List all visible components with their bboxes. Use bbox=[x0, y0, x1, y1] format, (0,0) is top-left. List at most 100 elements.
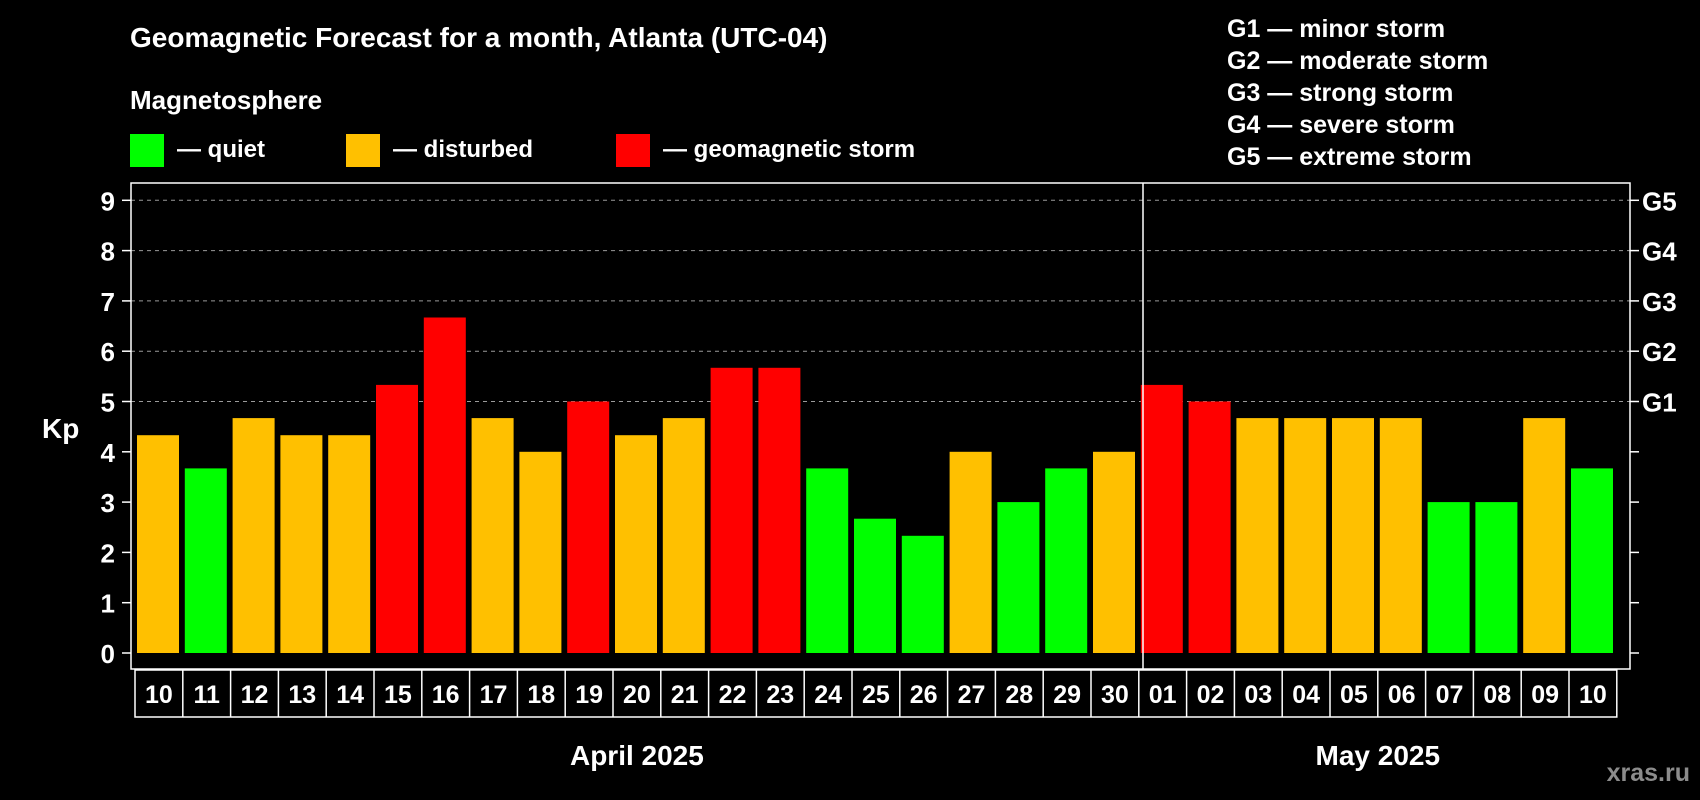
legend-heading: Magnetosphere bbox=[130, 85, 322, 115]
right-axis-label: G5 bbox=[1642, 186, 1677, 216]
y-axis-label: Kp bbox=[42, 413, 79, 444]
date-label: 28 bbox=[1005, 681, 1033, 709]
bar bbox=[328, 435, 371, 653]
y-tick-label: 4 bbox=[101, 438, 116, 468]
bar bbox=[997, 502, 1040, 653]
date-label: 18 bbox=[527, 681, 555, 709]
bar bbox=[1332, 418, 1374, 653]
bar bbox=[567, 401, 610, 653]
date-label: 08 bbox=[1483, 681, 1511, 709]
y-tick-label: 8 bbox=[101, 237, 115, 267]
bar bbox=[710, 367, 753, 653]
y-tick-label: 9 bbox=[101, 186, 115, 216]
legend-swatch-disturbed bbox=[346, 134, 380, 167]
date-label: 09 bbox=[1531, 681, 1559, 709]
month-label: April 2025 bbox=[570, 740, 704, 771]
watermark: xras.ru bbox=[1607, 759, 1690, 787]
date-label: 26 bbox=[910, 681, 938, 709]
bar bbox=[376, 384, 418, 653]
date-label: 05 bbox=[1340, 681, 1368, 709]
right-axis-ticks: G1 G2 G3 G4 G5 bbox=[1630, 186, 1677, 654]
plot-frame bbox=[130, 182, 1631, 670]
right-axis-label: G3 bbox=[1642, 287, 1677, 317]
y-tick-label: 2 bbox=[101, 538, 115, 568]
y-axis-ticks: 0 1 2 3 4 5 6 7 8 9 bbox=[101, 186, 131, 669]
bar bbox=[519, 451, 562, 653]
date-label: 11 bbox=[193, 681, 220, 709]
y-tick-label: 6 bbox=[101, 337, 115, 367]
date-label: 02 bbox=[1197, 681, 1225, 709]
bar bbox=[1188, 401, 1231, 653]
y-tick-label: 3 bbox=[101, 488, 115, 518]
storm-scale-g2: G2 — moderate storm bbox=[1227, 47, 1488, 75]
date-label: 03 bbox=[1244, 681, 1272, 709]
bar bbox=[615, 435, 657, 653]
date-label: 10 bbox=[1579, 681, 1607, 709]
bar bbox=[280, 435, 323, 653]
date-label: 24 bbox=[814, 681, 842, 709]
bar bbox=[662, 418, 705, 653]
date-label: 06 bbox=[1388, 681, 1416, 709]
date-row: 10 11 12 13 14 15 16 17 18 19 20 21 22 23 24 25 26 27 28 29… bbox=[134, 669, 1618, 718]
bar bbox=[184, 468, 227, 653]
date-label: 22 bbox=[719, 681, 747, 709]
bar bbox=[1140, 384, 1183, 653]
legend-label-storm: — geomagnetic storm bbox=[663, 136, 915, 163]
date-label: 19 bbox=[575, 681, 603, 709]
storm-scale-g3: G3 — strong storm bbox=[1227, 79, 1453, 107]
date-label: 14 bbox=[336, 681, 364, 709]
y-tick-label: 1 bbox=[101, 589, 115, 619]
bar bbox=[949, 451, 992, 653]
bar bbox=[1236, 418, 1279, 653]
y-tick-label: 5 bbox=[101, 388, 115, 418]
date-label: 29 bbox=[1053, 681, 1081, 709]
date-label: 30 bbox=[1101, 681, 1129, 709]
date-label: 25 bbox=[862, 681, 890, 709]
date-label: 13 bbox=[288, 681, 316, 709]
legend-swatch-quiet bbox=[130, 134, 164, 167]
y-tick-label: 0 bbox=[101, 639, 115, 669]
bars bbox=[137, 317, 1613, 653]
legend-swatch-storm bbox=[616, 134, 650, 167]
date-label: 21 bbox=[671, 681, 699, 709]
bar bbox=[423, 317, 466, 653]
right-axis-label: G2 bbox=[1642, 337, 1677, 367]
date-label: 27 bbox=[958, 681, 986, 709]
chart-title: Geomagnetic Forecast for a month, Atlant… bbox=[130, 22, 828, 53]
right-axis-label: G1 bbox=[1642, 388, 1677, 418]
bar bbox=[1427, 502, 1470, 653]
bar bbox=[758, 367, 801, 653]
month-labels: April 2025 May 2025 bbox=[570, 740, 1440, 771]
date-row-frame bbox=[134, 669, 1618, 718]
storm-scale-g1: G1 — minor storm bbox=[1227, 15, 1445, 43]
bar bbox=[1093, 451, 1135, 653]
date-label: 23 bbox=[766, 681, 794, 709]
bar bbox=[1571, 468, 1613, 653]
month-label: May 2025 bbox=[1316, 740, 1441, 771]
bar bbox=[1284, 418, 1327, 653]
bar bbox=[471, 418, 514, 653]
date-label: 04 bbox=[1292, 681, 1320, 709]
date-label: 15 bbox=[384, 681, 412, 709]
bar bbox=[1045, 468, 1088, 653]
bar bbox=[1475, 502, 1518, 653]
date-label: 07 bbox=[1436, 681, 1464, 709]
grid-lines bbox=[131, 199, 1630, 402]
date-label: 16 bbox=[432, 681, 460, 709]
date-label: 17 bbox=[480, 681, 508, 709]
bar bbox=[901, 535, 944, 653]
date-label: 12 bbox=[241, 681, 269, 709]
date-label: 01 bbox=[1149, 681, 1177, 709]
legend-label-disturbed: — disturbed bbox=[393, 136, 533, 163]
bar bbox=[854, 518, 896, 653]
bar bbox=[806, 468, 849, 653]
bar bbox=[1523, 418, 1566, 653]
legend-label-quiet: — quiet bbox=[177, 136, 265, 163]
storm-scale-g4: G4 — severe storm bbox=[1227, 111, 1455, 139]
date-label: 20 bbox=[623, 681, 651, 709]
right-axis-label: G4 bbox=[1642, 237, 1677, 267]
bar bbox=[1379, 418, 1422, 653]
storm-scale-g5: G5 — extreme storm bbox=[1227, 143, 1472, 171]
bar bbox=[232, 418, 275, 653]
